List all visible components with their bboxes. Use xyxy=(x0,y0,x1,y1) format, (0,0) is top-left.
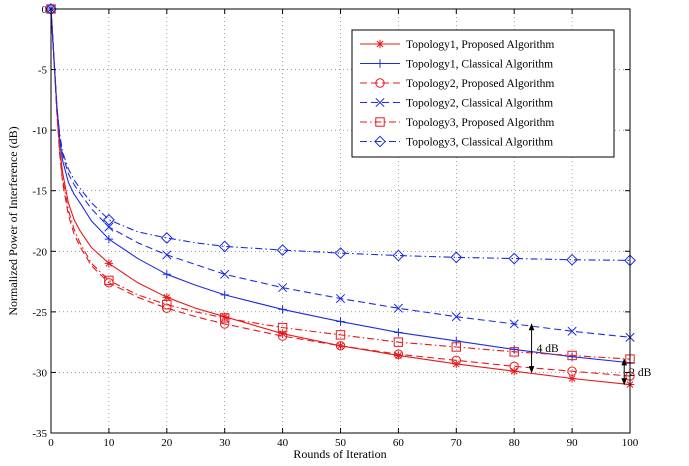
series-point xyxy=(220,319,230,329)
x-tick-label: 80 xyxy=(509,437,521,449)
legend-marker xyxy=(375,78,385,88)
series-point xyxy=(451,355,461,366)
series-point xyxy=(162,250,172,260)
x-tick-label: 90 xyxy=(567,437,579,449)
series-point xyxy=(160,232,173,244)
series-line xyxy=(50,8,631,364)
legend-box xyxy=(351,29,615,158)
series-point xyxy=(104,275,114,286)
legend-marker xyxy=(375,39,385,49)
series-point xyxy=(509,347,519,357)
series-5 xyxy=(46,4,635,364)
series-point xyxy=(104,259,114,268)
y-axis-label: Normalized Power of Interference (dB) xyxy=(6,126,20,315)
legend-label: Topology2, Proposed Algorithm xyxy=(406,78,554,90)
series-point xyxy=(393,349,404,359)
plot-area xyxy=(45,3,636,389)
legend-item: Topology1, Classical Algorithm xyxy=(360,59,553,71)
series-point xyxy=(393,303,403,313)
series-point xyxy=(452,336,461,346)
series-point xyxy=(509,319,519,329)
series-point xyxy=(393,337,404,347)
series-point xyxy=(162,270,171,279)
series-point xyxy=(394,351,403,360)
series-point xyxy=(278,305,287,314)
legend-label: Topology3, Classical Algorithm xyxy=(406,137,553,149)
series-point xyxy=(335,330,346,340)
x-tick-label: 40 xyxy=(277,437,289,449)
series-point xyxy=(450,251,463,264)
series-point xyxy=(220,312,229,321)
x-tick-label: 60 xyxy=(393,437,405,449)
series-point xyxy=(335,341,346,351)
series-point xyxy=(104,222,114,232)
legend-label: Topology2, Classical Algorithm xyxy=(406,98,553,110)
y-tick-label: -15 xyxy=(32,186,47,198)
series-point xyxy=(451,312,461,322)
legend-item: Topology2, Classical Algorithm xyxy=(360,98,553,110)
series-point xyxy=(567,374,577,383)
annotation-label: 4 dB xyxy=(537,343,559,355)
series-point xyxy=(278,329,287,338)
series-line xyxy=(50,8,631,377)
y-tick-label: 0 xyxy=(42,4,48,16)
series-point xyxy=(508,252,521,265)
series-point xyxy=(162,299,172,310)
series-line xyxy=(50,8,631,261)
series-point xyxy=(278,283,288,293)
legend-item: Topology3, Classical Algorithm xyxy=(360,135,553,149)
axis-ticks: 0 10 20 30 40 50 60 70 80 90 100 0 -5 -10 -15 -20 -25 -30… xyxy=(32,4,638,449)
legend-marker xyxy=(375,59,385,68)
x-tick-label: 50 xyxy=(335,437,347,449)
legend-item: Topology1, Proposed Algorithm xyxy=(360,39,554,51)
series-point xyxy=(567,366,577,376)
series-point xyxy=(220,313,230,323)
annotation-label: 2 dB xyxy=(629,367,651,379)
series-point xyxy=(162,293,171,302)
x-axis-label: Rounds of Iteration xyxy=(293,447,386,461)
annotations: 4 dB 2 dB xyxy=(528,323,652,386)
series-point xyxy=(104,234,114,244)
y-tick-label: -10 xyxy=(32,125,47,137)
legend-marker xyxy=(375,97,385,108)
series-point xyxy=(334,247,347,260)
x-tick-label: 0 xyxy=(48,437,54,449)
x-tick-label: 20 xyxy=(161,437,173,449)
series-point xyxy=(335,293,346,304)
x-tick-label: 100 xyxy=(622,437,639,449)
series-point xyxy=(392,249,405,262)
series-point xyxy=(567,350,577,361)
x-tick-label: 30 xyxy=(219,437,231,449)
series-point xyxy=(566,253,579,266)
series-point xyxy=(510,367,519,376)
legend: Topology1, Proposed Algorithm Topology1, … xyxy=(351,29,615,158)
series-point xyxy=(220,269,230,279)
series-point xyxy=(451,342,462,352)
series-point xyxy=(567,326,577,336)
y-tick-label: -30 xyxy=(32,367,47,379)
x-tick-label: 70 xyxy=(451,437,463,449)
y-tick-label: -5 xyxy=(38,65,48,77)
series-point xyxy=(220,290,229,300)
series-point xyxy=(277,322,288,333)
legend-item: Topology2, Proposed Algorithm xyxy=(360,78,554,90)
series-point xyxy=(394,328,403,337)
legend-label: Topology1, Proposed Algorithm xyxy=(406,39,554,51)
legend-marker xyxy=(374,135,386,148)
series-point xyxy=(452,359,461,369)
series-point xyxy=(509,361,519,372)
y-tick-label: -25 xyxy=(32,307,47,319)
legend-marker xyxy=(375,117,385,127)
series-point xyxy=(276,244,289,256)
series-point xyxy=(102,213,115,226)
legend-label: Topology3, Proposed Algorithm xyxy=(406,117,554,129)
y-tick-label: -35 xyxy=(32,428,47,440)
x-tick-label: 10 xyxy=(103,437,115,449)
y-tick-label: -20 xyxy=(32,246,47,258)
series-point xyxy=(336,317,345,326)
legend-label: Topology1, Classical Algorithm xyxy=(406,59,553,71)
series-point xyxy=(218,240,231,253)
legend-item: Topology3, Proposed Algorithm xyxy=(360,117,554,129)
